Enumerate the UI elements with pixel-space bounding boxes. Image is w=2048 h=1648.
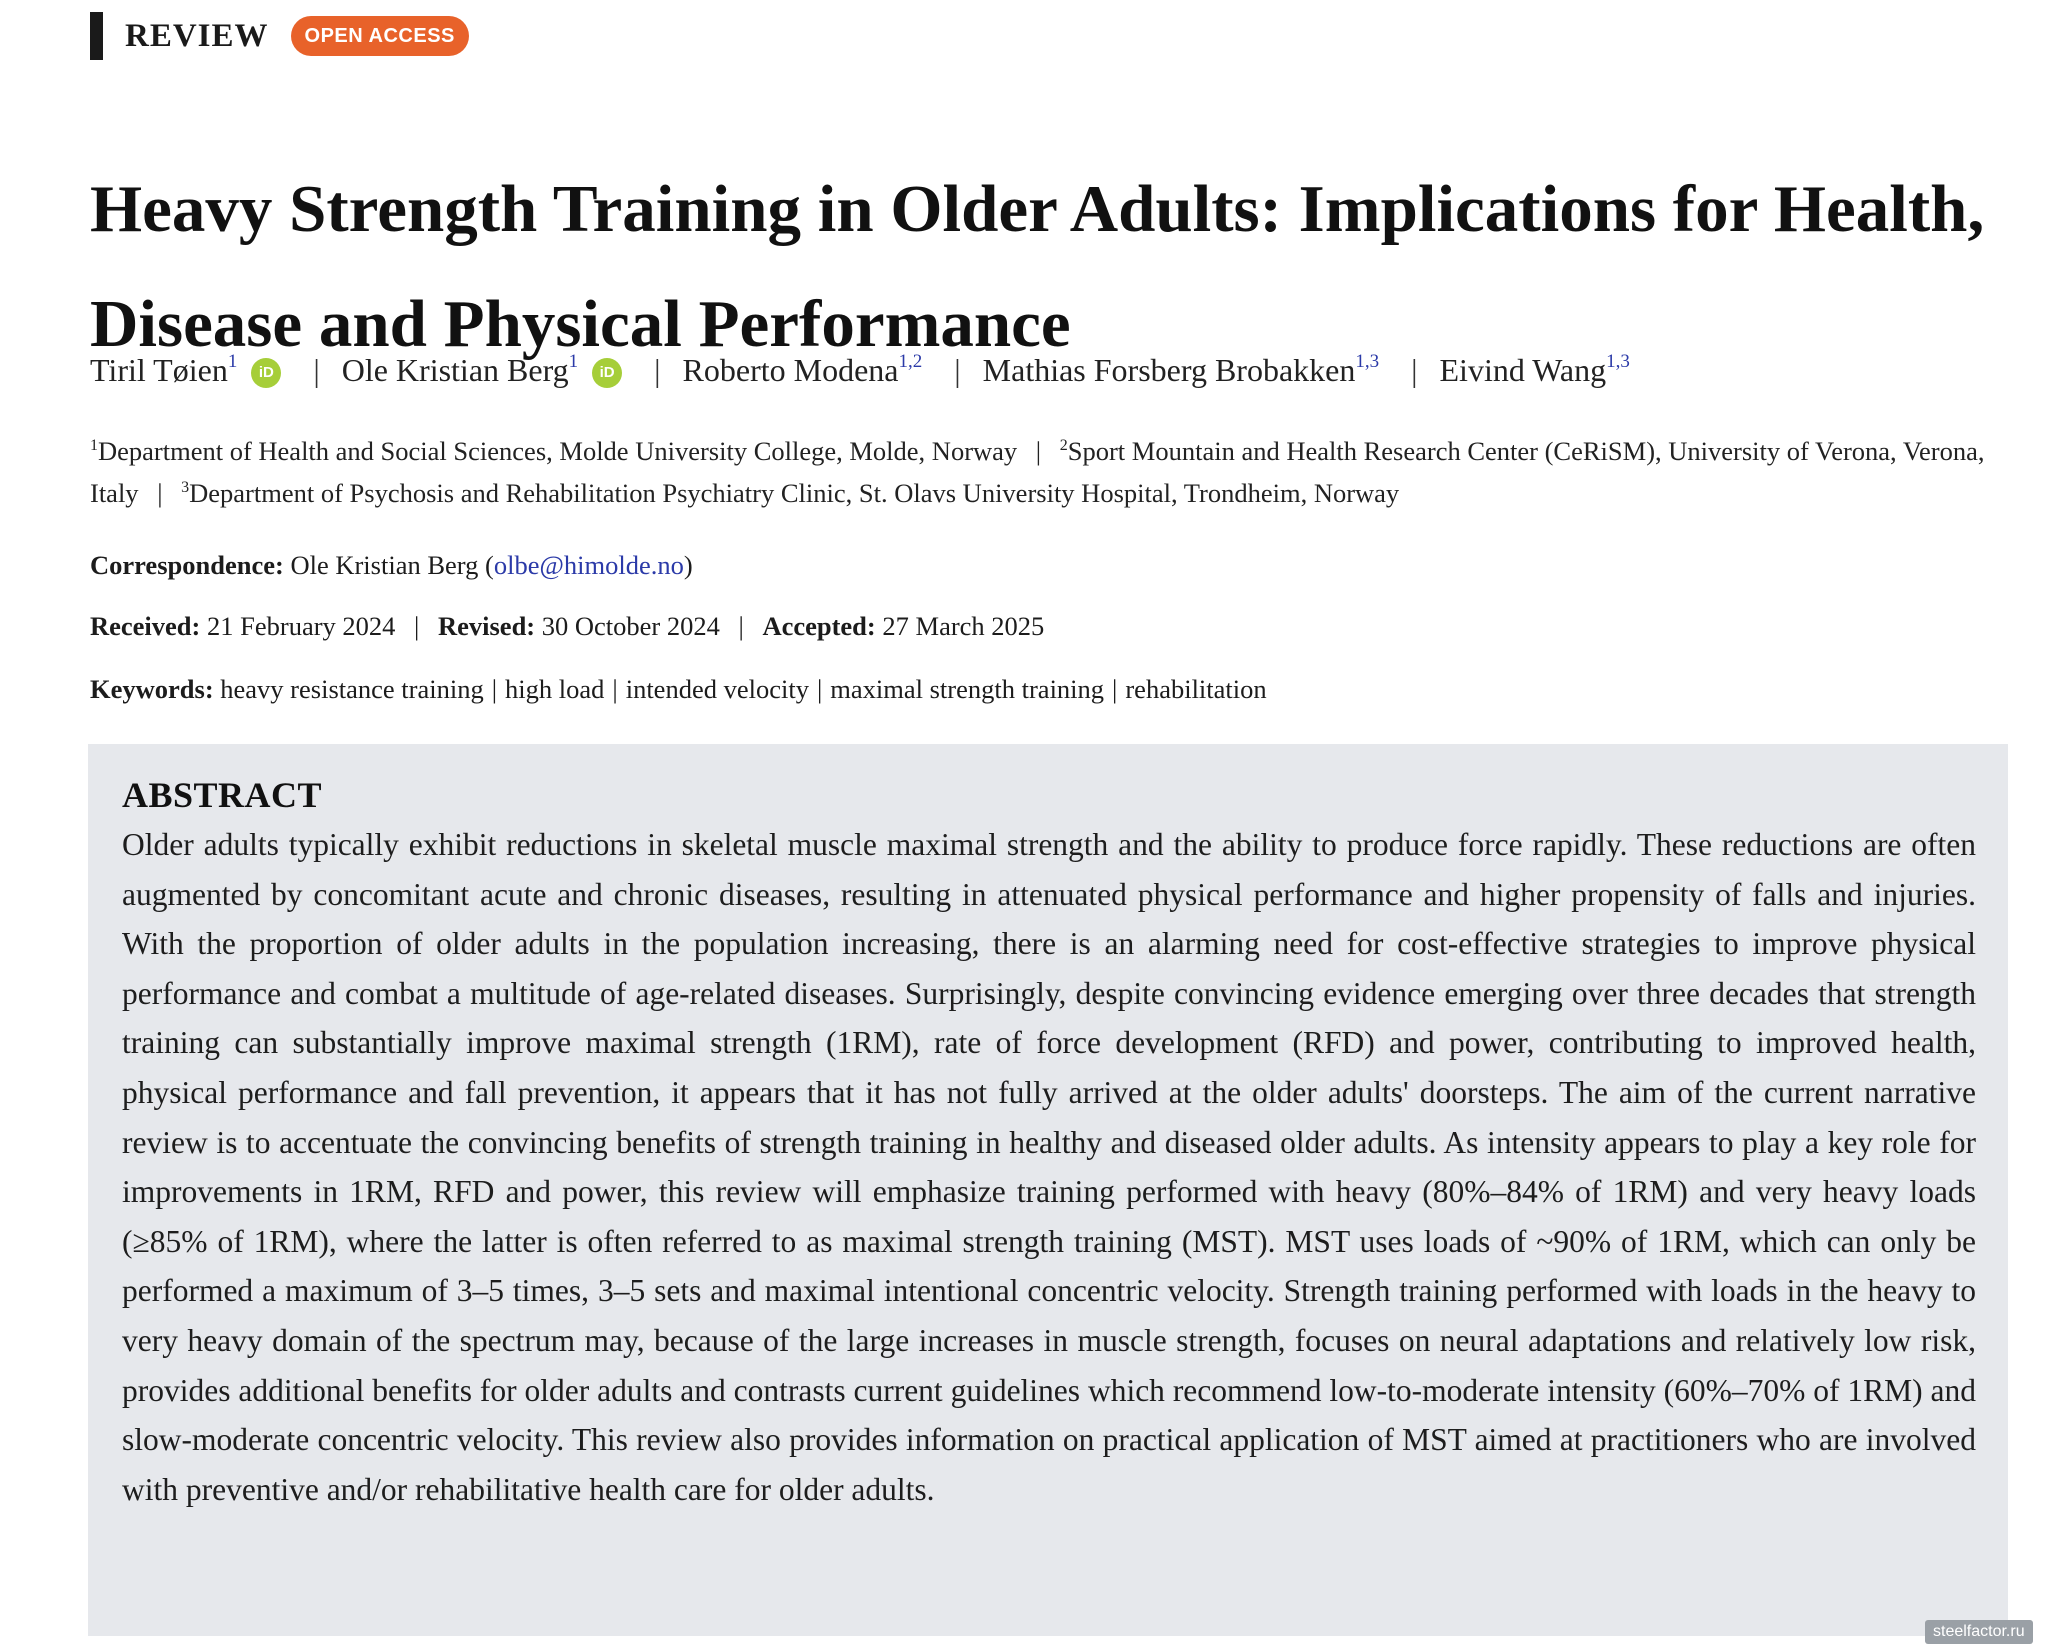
author-affiliation-ref[interactable]: 1,3	[1606, 351, 1630, 372]
author-affiliation-ref[interactable]: 1	[227, 351, 238, 372]
affiliation-text: Department of Health and Social Sciences…	[98, 436, 1018, 466]
affiliation-text: Department of Psychosis and Rehabilitati…	[189, 478, 1400, 508]
abstract-text: Older adults typically exhibit reduction…	[122, 827, 1976, 1507]
author-name[interactable]: Roberto Modena	[682, 352, 899, 388]
correspondence-email-link[interactable]: olbe@himolde.no	[493, 550, 684, 580]
accepted-label: Accepted:	[762, 611, 876, 641]
abstract-section: ABSTRACT Older adults typically exhibit …	[88, 744, 2008, 1636]
correspondence-label: Correspondence:	[90, 550, 284, 580]
affiliation-number: 1	[90, 437, 98, 454]
keyword-separator: |	[491, 674, 498, 704]
date-separator: |	[738, 611, 744, 641]
keyword: maximal strength training	[830, 674, 1105, 704]
affiliation-number: 2	[1059, 437, 1068, 454]
author-affiliation-ref[interactable]: 1,3	[1355, 351, 1380, 372]
orcid-icon[interactable]: iD	[592, 358, 623, 388]
keyword-separator: |	[816, 674, 823, 704]
keyword: rehabilitation	[1125, 674, 1267, 704]
affiliation-separator: |	[157, 478, 163, 508]
author-separator: |	[654, 352, 661, 388]
keywords-line: Keywords: heavy resistance training | high…	[90, 668, 1267, 710]
author-affiliation-ref[interactable]: 1,2	[898, 351, 923, 372]
article-type-header: REVIEW OPEN ACCESS	[90, 12, 469, 60]
orcid-icon[interactable]: iD	[251, 358, 282, 388]
date-separator: |	[414, 611, 420, 641]
keyword: high load	[505, 674, 605, 704]
author-list: Tiril Tøien1iD | Ole Kristian Berg1iD | …	[90, 344, 1630, 396]
affiliation-separator: |	[1035, 436, 1042, 466]
received-date: 21 February 2024	[207, 611, 396, 641]
author-name[interactable]: Ole Kristian Berg	[341, 352, 569, 388]
keyword-separator: |	[612, 674, 618, 704]
revised-date: 30 October 2024	[541, 611, 720, 641]
keyword: intended velocity	[625, 674, 809, 704]
received-label: Received:	[90, 611, 201, 641]
keyword-separator: |	[1112, 674, 1118, 704]
abstract-heading: ABSTRACT	[122, 775, 323, 815]
revised-label: Revised:	[437, 611, 536, 641]
keywords-label: Keywords:	[90, 674, 214, 704]
author-name[interactable]: Tiril Tøien	[90, 352, 228, 388]
author-name[interactable]: Mathias Forsberg Brobakken	[982, 352, 1356, 388]
correspondence-line: Correspondence: Ole Kristian Berg (olbe@…	[90, 550, 693, 580]
author-separator: |	[313, 352, 320, 388]
affiliation-list: 1Department of Health and Social Science…	[90, 430, 2030, 514]
watermark: steelfactor.ru	[1925, 1620, 2033, 1644]
author-separator: |	[1411, 352, 1418, 388]
accepted-date: 27 March 2025	[882, 611, 1045, 641]
keyword: heavy resistance training	[220, 674, 484, 704]
article-title: Heavy Strength Training in Older Adults:…	[90, 172, 1985, 361]
correspondence-name: Ole Kristian Berg	[290, 550, 479, 580]
article-type-label: REVIEW	[125, 17, 269, 54]
publication-dates: Received: 21 February 2024 | Revised: 30…	[90, 605, 1044, 647]
header-marker	[90, 12, 103, 60]
author-name[interactable]: Eivind Wang	[1439, 352, 1607, 388]
affiliation-number: 3	[181, 479, 190, 496]
author-affiliation-ref[interactable]: 1	[568, 351, 579, 372]
open-access-badge[interactable]: OPEN ACCESS	[290, 16, 469, 56]
affiliation-text: Sport Mountain and Health Research Cente…	[90, 436, 1985, 508]
author-separator: |	[954, 352, 961, 388]
